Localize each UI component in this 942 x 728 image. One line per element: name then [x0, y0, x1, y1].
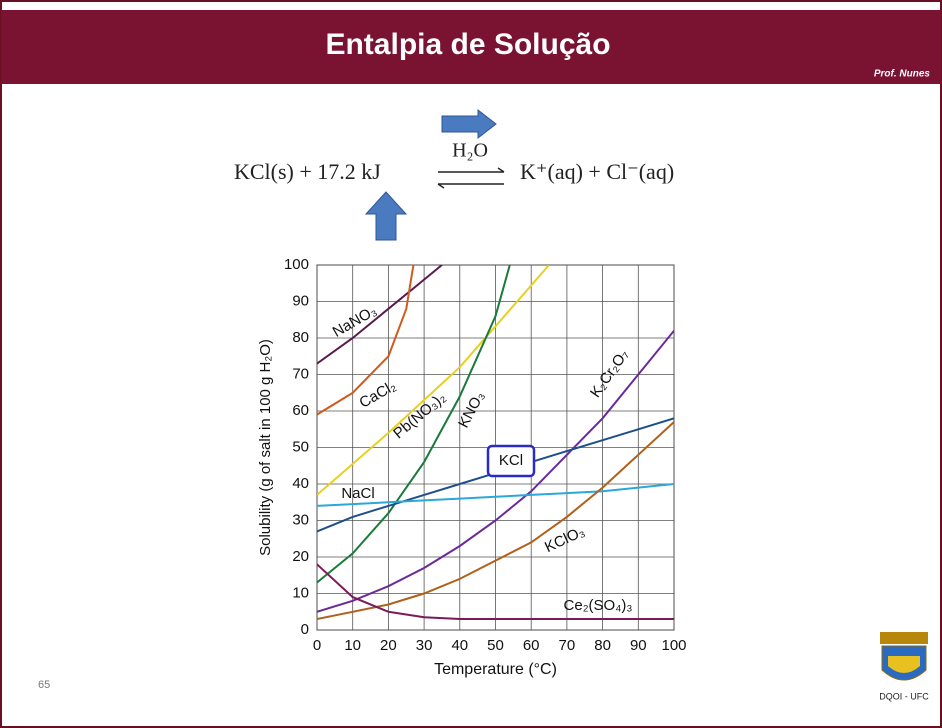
x-tick-label: 10 — [344, 637, 361, 654]
y-tick-label: 20 — [292, 548, 309, 565]
equilibrium-arrows — [437, 167, 505, 189]
series-line — [317, 483, 674, 507]
page-number: 65 — [38, 679, 50, 691]
x-tick-label: 50 — [487, 637, 504, 654]
y-tick-label: 70 — [292, 365, 309, 382]
series-line — [317, 265, 443, 365]
equation-solvent: H₂O — [452, 140, 488, 162]
highlight-box — [486, 444, 536, 478]
y-tick-label: 100 — [284, 256, 309, 273]
x-tick-label: 80 — [594, 637, 611, 654]
x-tick-label: 40 — [451, 637, 468, 654]
up-arrow — [364, 191, 408, 241]
header-band — [1, 10, 941, 84]
y-tick-label: 10 — [292, 584, 309, 601]
y-tick-label: 50 — [292, 438, 309, 455]
series-label: KCl — [499, 452, 523, 469]
x-tick-label: 70 — [559, 637, 576, 654]
y-tick-label: 60 — [292, 402, 309, 419]
institution: DQOI - UFC — [879, 691, 929, 701]
logo — [880, 632, 928, 681]
author: Prof. Nunes — [874, 69, 931, 80]
y-tick-label: 80 — [292, 329, 309, 346]
chart: 0 10 20 30 40 50 60 70 80 90 100 0 10 20 30 40 50 60 70 80 9… — [257, 256, 687, 678]
series-label: Ce₂(SO₄)₃ — [564, 597, 633, 614]
y-tick-label: 30 — [292, 511, 309, 528]
x-tick-label: 20 — [380, 637, 397, 654]
right-arrow — [441, 108, 497, 140]
x-tick-label: 0 — [313, 637, 321, 654]
y-tick-label: 90 — [292, 292, 309, 309]
x-tick-label: 90 — [630, 637, 647, 654]
series-line — [317, 265, 511, 584]
x-tick-label: 100 — [661, 637, 686, 654]
series-label: NaCl — [341, 485, 374, 502]
series-line — [317, 330, 674, 613]
x-tick-label: 60 — [523, 637, 540, 654]
x-axis-label: Temperature (°C) — [434, 661, 557, 678]
series-line — [317, 563, 674, 620]
series-line — [317, 265, 550, 496]
series-line — [317, 265, 415, 416]
x-tick-label: 30 — [416, 637, 433, 654]
equation-right: K⁺(aq) + Cl⁻(aq) — [520, 159, 674, 184]
equation-left: KCl(s) + 17.2 kJ — [234, 159, 381, 184]
y-axis-label: Solubility (g of salt in 100 g H₂O) — [257, 339, 274, 556]
slide-title: Entalpia de Solução — [325, 28, 610, 61]
y-tick-label: 40 — [292, 475, 309, 492]
y-tick-label: 0 — [301, 621, 309, 638]
